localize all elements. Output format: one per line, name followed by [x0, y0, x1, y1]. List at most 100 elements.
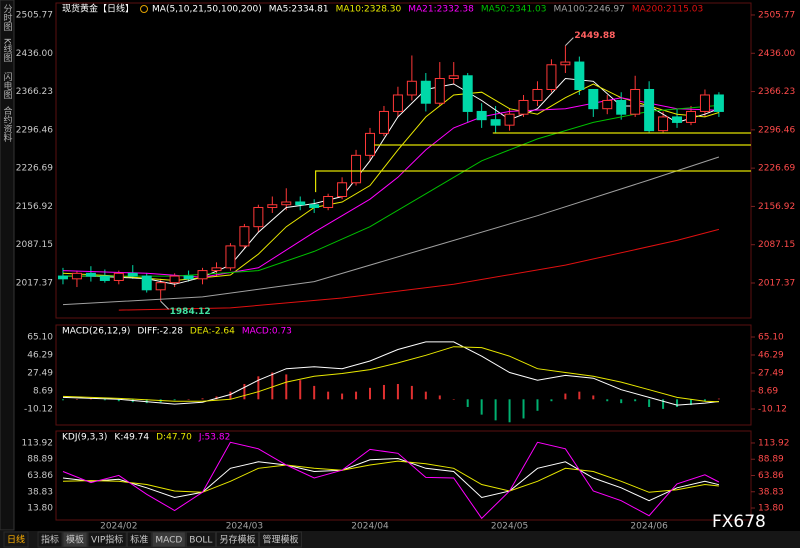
macd-bar [550, 399, 553, 402]
macd-bar [606, 399, 609, 402]
candle-body [713, 94, 724, 112]
y-tick-label-right: 2087.15 [758, 240, 795, 250]
toolbar-tab[interactable]: 模板 [66, 534, 84, 546]
candle-body [616, 99, 627, 115]
candle-body [546, 64, 557, 90]
indicator-line [118, 228, 720, 311]
toolbar-tab[interactable]: 标准 [130, 534, 148, 546]
macd-bar [285, 374, 288, 400]
y-tick-label-left: 8.69 [33, 386, 53, 396]
y-tick-label-right: 63.86 [758, 471, 784, 481]
candle-body [351, 154, 362, 184]
toolbar-tab-bg [3, 531, 29, 548]
toolbar-tab[interactable]: MACD [155, 536, 182, 546]
toolbar-tab[interactable]: BOLL [189, 536, 212, 546]
y-tick-label-right: 2296.46 [758, 125, 795, 135]
candle-body [448, 75, 459, 80]
macd-bar [369, 387, 372, 400]
toolbar-tab[interactable]: 日线 [7, 534, 25, 546]
macd-bar [648, 399, 651, 407]
y-tick-label-left: 113.92 [22, 438, 54, 448]
candle-body [211, 267, 222, 272]
legend-entry: MA5:2334.81 [269, 5, 329, 15]
candle-body [253, 206, 264, 228]
toolbar-tab[interactable]: 指标 [41, 534, 59, 546]
toolbar-tab[interactable]: VIP指标 [91, 534, 123, 546]
macd-bar [508, 399, 511, 423]
y-tick-label-right: 2436.00 [758, 49, 795, 59]
sidebar [0, 0, 15, 531]
toolbar-tab-bg [126, 531, 152, 548]
macd-bar [313, 385, 316, 400]
macd-bar [703, 399, 706, 402]
indicator-params: MA(5,10,21,50,100,200) [152, 5, 262, 15]
annotation: 2449.88 [574, 31, 615, 41]
panel-frame [55, 324, 752, 426]
macd-bar [257, 376, 260, 400]
x-tick-label: 2024/03 [226, 522, 263, 532]
sidebar-tab[interactable]: 分时图 [2, 4, 13, 32]
panel-title: 现货黄金【日线】 [62, 3, 134, 15]
candle-body [323, 196, 334, 208]
candle-body [57, 275, 68, 280]
macd-bar [662, 399, 665, 409]
annotation-pointer [160, 300, 170, 310]
y-tick-label-right: 38.83 [758, 487, 784, 497]
sidebar-tab[interactable]: 闪电图 [2, 72, 13, 100]
toolbar-tab[interactable]: 管理模板 [262, 534, 298, 546]
y-tick-label-right: 113.92 [758, 438, 790, 448]
candle-body [113, 272, 124, 281]
candle-body [518, 99, 529, 115]
legend-entry: MACD:0.73 [242, 327, 292, 337]
logo: FX678 [712, 512, 766, 532]
macd-bar [466, 399, 469, 407]
macd-bar [564, 393, 567, 400]
macd-bar [355, 391, 358, 400]
candle-body [239, 226, 250, 247]
sidebar-tab[interactable]: 合约资料 [2, 105, 13, 143]
macd-bar [578, 391, 581, 400]
candle-body [85, 272, 96, 277]
sidebar-tab[interactable]: K线图 [2, 38, 13, 63]
macd-bar [410, 385, 413, 400]
candle-body [476, 110, 487, 121]
y-tick-label-right: 27.49 [758, 368, 784, 378]
y-tick-label-right: 8.69 [758, 386, 778, 396]
macd-bar [187, 399, 190, 400]
toolbar-tab-bg [215, 531, 259, 548]
macd-bar [396, 383, 399, 400]
macd-bar [201, 398, 204, 400]
macd-bar [494, 399, 497, 421]
candle-body [699, 94, 710, 112]
candle-body [141, 275, 152, 291]
macd-bar [536, 399, 539, 411]
candle-body [462, 75, 473, 112]
candle-body [337, 182, 348, 197]
candle-body [99, 275, 110, 281]
y-tick-label-left: 63.86 [27, 471, 53, 481]
macd-bar [522, 399, 525, 419]
macd-bar [480, 399, 483, 415]
candle-body [281, 201, 292, 206]
macd-bar [271, 372, 274, 400]
macd-bar [382, 384, 385, 400]
toolbar-tab[interactable]: 另存模板 [219, 534, 255, 546]
macd-bar [341, 393, 344, 400]
candle-body [644, 88, 655, 132]
candle-body [71, 272, 82, 280]
indicator-line [62, 460, 719, 493]
toolbar-tab-bg [258, 531, 302, 548]
panel-frame [55, 2, 752, 319]
candle-body [365, 132, 376, 156]
indicator-line [63, 104, 719, 277]
toolbar-tab-bg [62, 531, 88, 548]
indicator-line [62, 341, 719, 406]
candle-body [685, 110, 696, 123]
macd-bar [117, 399, 120, 402]
candle-body [672, 116, 683, 123]
indicator-line [62, 457, 720, 502]
macd-bar [229, 391, 232, 400]
y-tick-label-left: 2436.00 [16, 49, 53, 59]
legend-entry: MA100:2246.97 [553, 5, 624, 15]
